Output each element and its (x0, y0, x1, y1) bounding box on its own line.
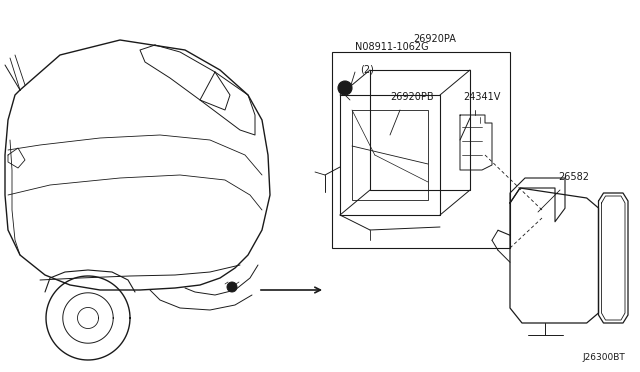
Text: (2): (2) (360, 64, 374, 74)
Bar (332, 52, 510, 248)
Text: 26582: 26582 (558, 172, 589, 182)
Bar (352, 110, 428, 200)
Circle shape (338, 81, 352, 95)
Text: 26920PA: 26920PA (413, 34, 456, 44)
Text: 24341V: 24341V (463, 92, 500, 102)
Text: J26300BT: J26300BT (582, 353, 625, 362)
Text: N: N (342, 85, 348, 91)
Text: 26920PB: 26920PB (390, 92, 434, 102)
Text: N08911-1062G: N08911-1062G (355, 42, 429, 52)
Circle shape (227, 282, 237, 292)
